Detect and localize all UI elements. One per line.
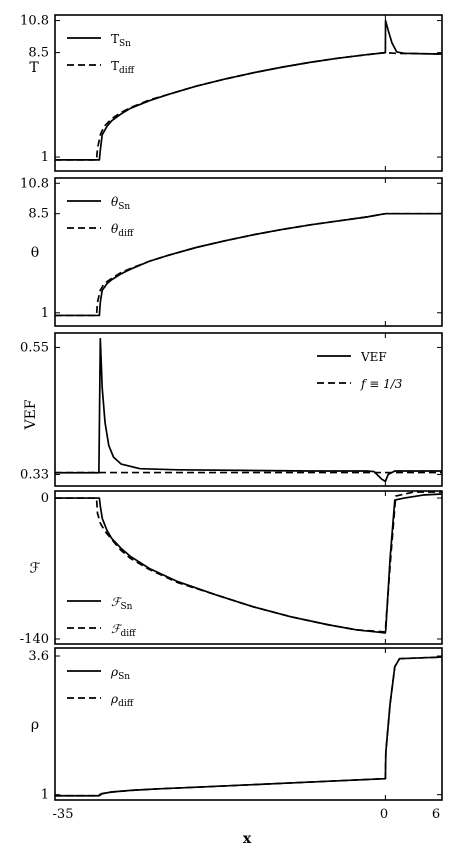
y-tick-label: 0.33	[20, 467, 49, 482]
x-tick-label: -35	[53, 807, 74, 822]
y-tick-label: 8.5	[28, 46, 49, 61]
y-tick-label: 3.6	[28, 649, 49, 664]
legend-label: θSn	[111, 195, 130, 212]
x-axis-label: x	[243, 831, 252, 847]
series-line	[55, 491, 442, 633]
series-line	[55, 337, 442, 483]
series-line	[55, 51, 442, 161]
y-tick-label: 1	[41, 150, 49, 165]
y-tick-label: 8.5	[28, 207, 49, 222]
x-tick-label: 0	[380, 807, 388, 822]
axes-frame	[54, 177, 443, 327]
axes-frame	[54, 647, 443, 801]
y-tick-label: 10.8	[20, 176, 49, 191]
series-line	[55, 656, 442, 797]
x-tick-label: 6	[432, 807, 440, 822]
series-line	[55, 493, 442, 634]
y-axis-label: ℱ	[29, 561, 40, 577]
y-axis-label: T	[29, 60, 39, 76]
legend-label: f ≡ 1/3	[360, 377, 403, 391]
y-axis-label: VEF	[23, 399, 39, 430]
y-tick-label: 0	[41, 491, 49, 506]
y-tick-label: 1	[41, 788, 49, 803]
y-tick-label: 10.8	[20, 14, 49, 29]
axes-frame	[54, 490, 443, 645]
panel-3: 0.33 0.55 VEF VEF f ≡ 1/3	[20, 332, 443, 487]
legend-label: ℱSn	[111, 595, 133, 612]
y-tick-label: 1	[41, 306, 49, 321]
axes-frame	[54, 14, 443, 172]
legend-label: Tdiff	[111, 59, 135, 76]
y-tick-label: -140	[20, 632, 49, 647]
legend-label: TSn	[111, 32, 131, 49]
panel-5: 1 3.6 ρ ρSn ρdiff	[28, 647, 443, 803]
legend-label: ℱdiff	[111, 622, 136, 639]
x-axis: -35 0 6 x	[53, 807, 441, 847]
axes-frame	[54, 332, 443, 487]
panel-4: -140 0 ℱ ℱSn ℱdiff	[20, 490, 443, 647]
legend-label: ρdiff	[110, 692, 134, 709]
panel-1: 1 8.5 10.8 T TSn Tdiff	[20, 14, 443, 172]
legend-label: θdiff	[111, 222, 134, 239]
legend-label: VEF	[360, 350, 387, 364]
legend-label: ρSn	[110, 665, 130, 682]
y-axis-label: θ	[31, 245, 39, 261]
y-tick-label: 0.55	[20, 340, 49, 355]
series-line	[55, 212, 442, 317]
y-axis-label: ρ	[31, 717, 39, 733]
panel-2: 1 8.5 10.8 θ θSn θdiff	[20, 176, 443, 327]
